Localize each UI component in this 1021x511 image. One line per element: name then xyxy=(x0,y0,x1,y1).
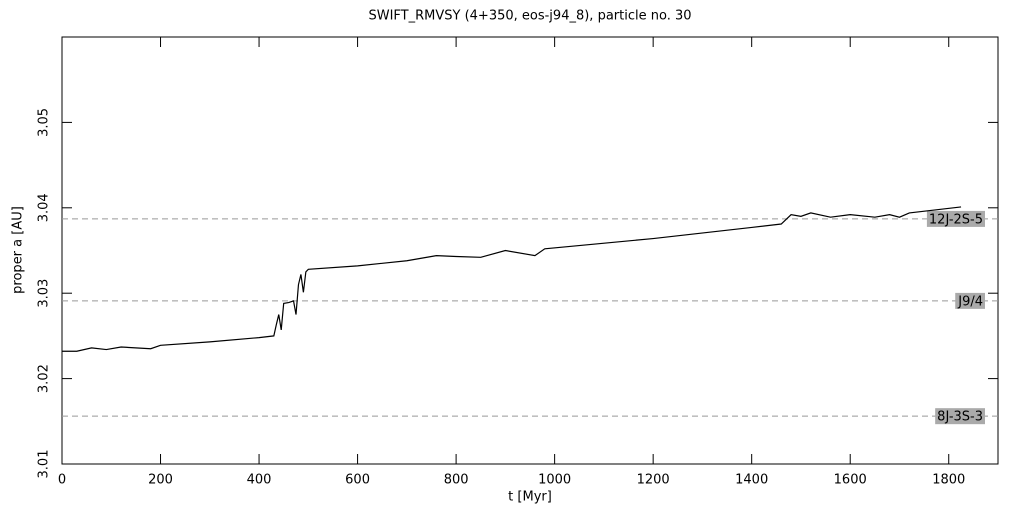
x-tick-label: 1000 xyxy=(538,473,571,488)
x-tick-label: 1800 xyxy=(932,473,965,488)
reference-label: 12J-2S-5 xyxy=(929,212,983,227)
x-tick-label: 1600 xyxy=(834,473,867,488)
reference-label-box xyxy=(926,210,985,227)
y-tick-label: 3.04 xyxy=(37,193,52,222)
x-tick-label: 200 xyxy=(148,473,173,488)
y-axis-label: proper a [AU] xyxy=(11,206,26,294)
x-tick-label: 1200 xyxy=(637,473,670,488)
y-tick-label: 3.01 xyxy=(37,450,52,479)
y-tick-label: 3.02 xyxy=(37,364,52,393)
x-tick-label: 600 xyxy=(345,473,370,488)
x-tick-label: 0 xyxy=(58,473,66,488)
plot-frame xyxy=(61,36,999,465)
data-line xyxy=(62,206,962,352)
x-tick-label: 800 xyxy=(444,473,469,488)
reference-label-box xyxy=(955,292,985,309)
x-tick-label: 1400 xyxy=(735,473,768,488)
x-tick-label: 400 xyxy=(247,473,272,488)
reference-label: J9/4 xyxy=(957,294,983,309)
reference-label-box xyxy=(935,408,985,425)
reference-label: 8J-3S-3 xyxy=(937,410,983,425)
y-tick-label: 3.05 xyxy=(37,108,52,137)
y-tick-label: 3.03 xyxy=(37,279,52,308)
chart-title: SWIFT_RMVSY (4+350, eos-j94_8), particle… xyxy=(368,9,691,24)
x-axis-label: t [Myr] xyxy=(508,490,552,505)
